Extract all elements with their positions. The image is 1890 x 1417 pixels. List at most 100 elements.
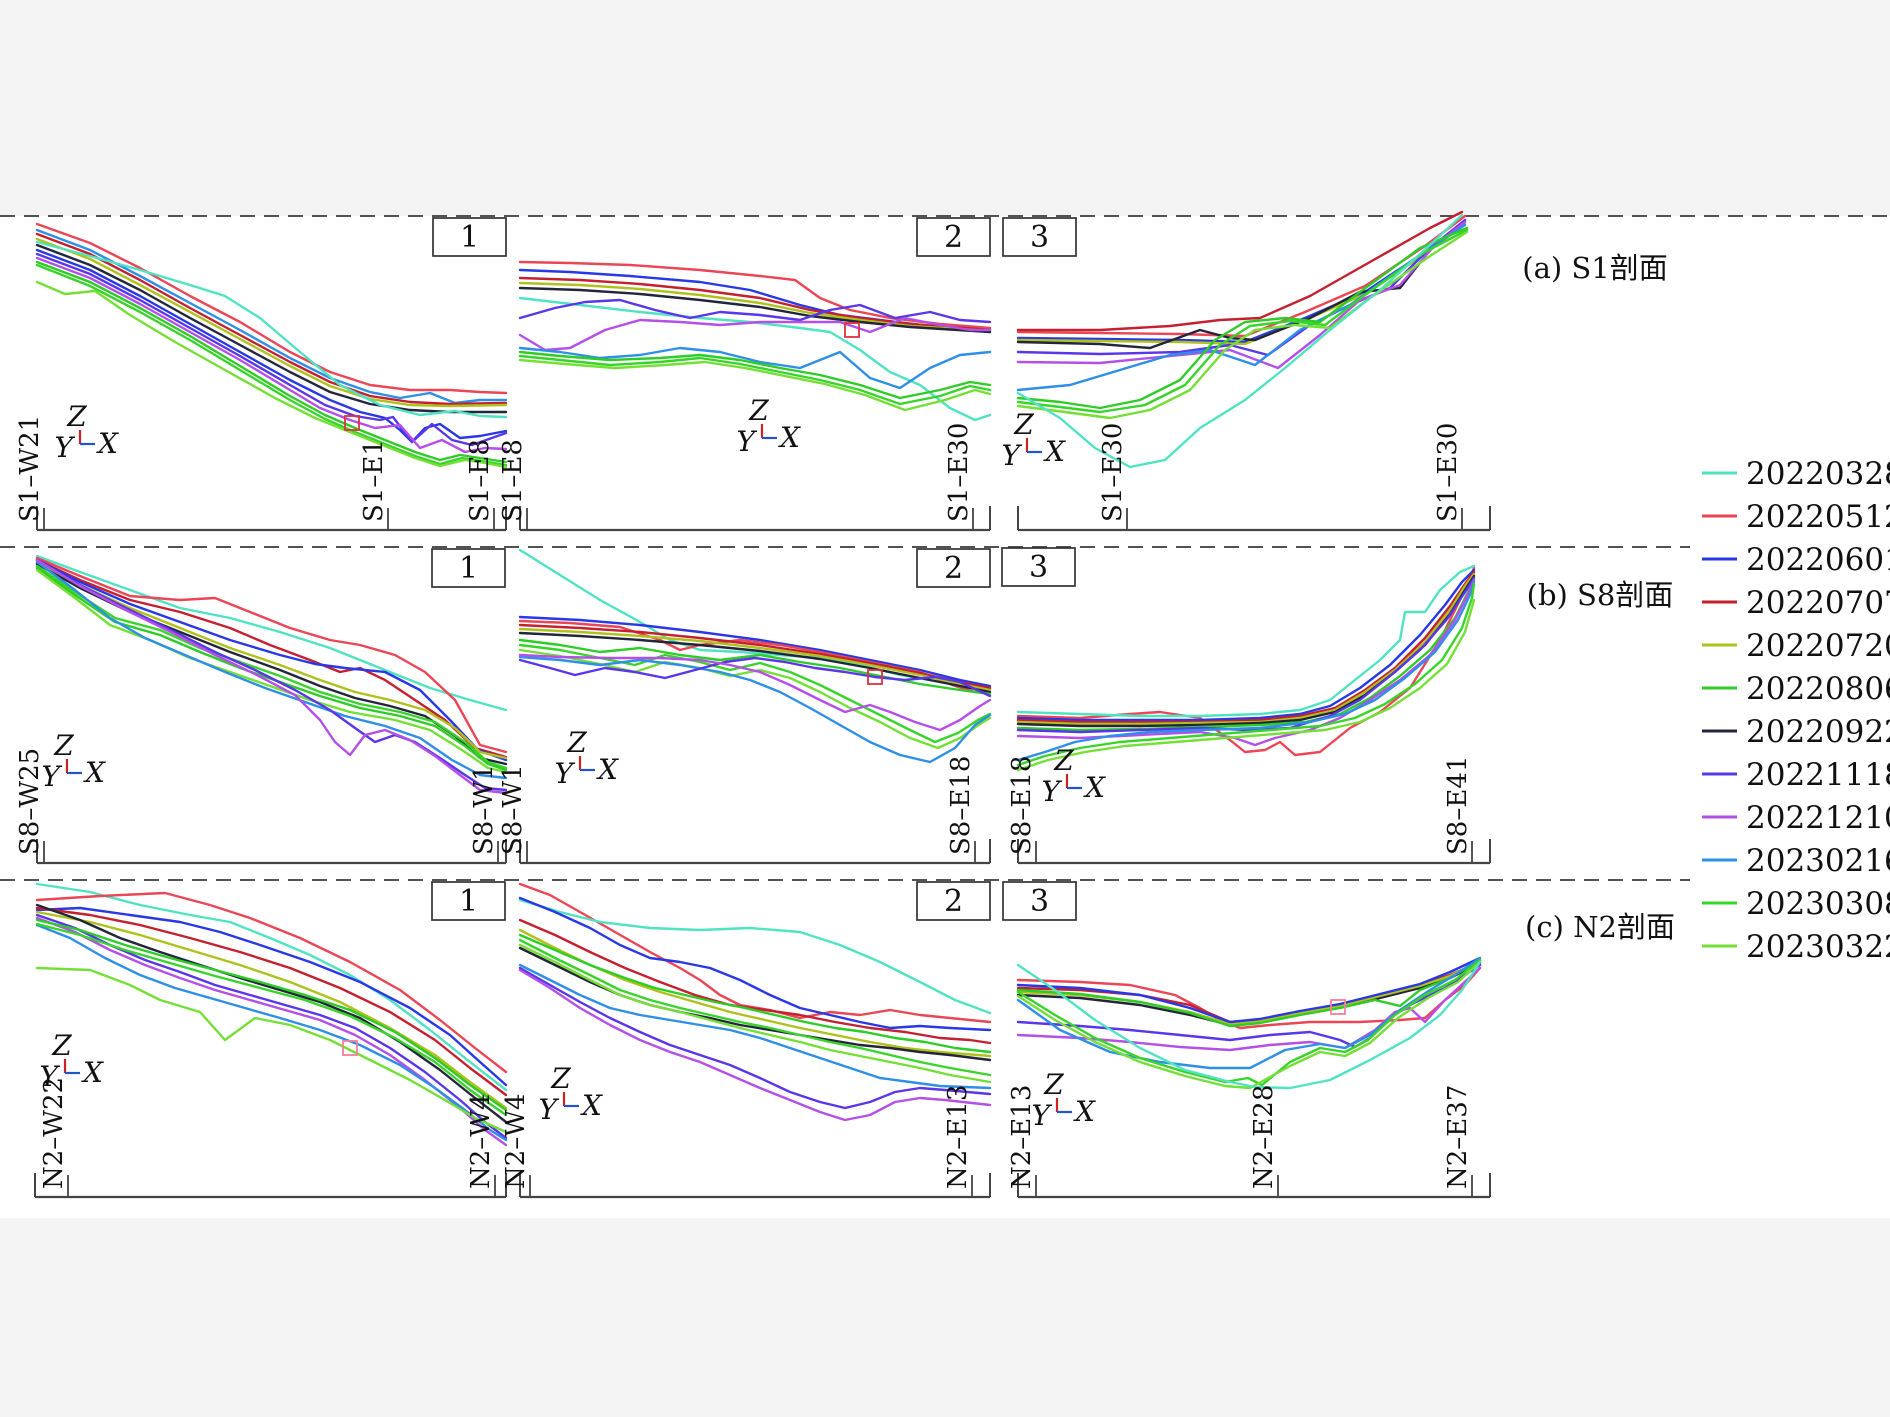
station-tick-label: S8–W25 [15, 748, 45, 855]
legend-date-label: 20220707 [1746, 585, 1890, 621]
profile-line-20221210 [518, 653, 992, 732]
panel-a1: S1–W21 S1–E1 S1–E8 1 ZY X [15, 217, 508, 532]
profile-line-20220601 [1016, 956, 1482, 1024]
panel-number-label: 1 [459, 551, 478, 586]
panel-c1: N2–W22 N2–W4 1 ZY X [34, 881, 508, 1199]
station-tick-label: S8–W1 [469, 764, 499, 855]
profile-line-20220720 [35, 560, 508, 760]
profile-line-20220806 [518, 350, 992, 400]
profile-line-20220512 [518, 260, 992, 330]
legend-date-label: 20230308 [1746, 886, 1890, 922]
profile-line-20220806 [1016, 226, 1469, 410]
station-tick-label: S8–E41 [1443, 756, 1473, 855]
profile-line-20220601 [1016, 568, 1476, 722]
legend-item-20220806: 20220806 [1702, 671, 1890, 707]
triad-z-label: Z [1043, 1068, 1064, 1101]
profile-line-20221118 [518, 298, 992, 324]
panel-number-label: 3 [1030, 884, 1049, 919]
profile-line-20220922 [35, 903, 508, 1124]
highlight-square-marker [342, 1040, 358, 1056]
profile-line-20230216 [518, 963, 992, 1090]
triad-y-label: Y [42, 760, 63, 793]
triad-y-label: Y [1032, 1099, 1053, 1132]
legend-date-label: 20220720 [1746, 628, 1890, 664]
triad-x-label: X [1083, 771, 1106, 804]
legend-item-20230308: 20230308 [1702, 886, 1890, 922]
legend-date-label: 20220922 [1746, 714, 1890, 750]
profile-line-20220922 [518, 631, 992, 694]
station-tick-label: S8–E18 [946, 756, 976, 855]
profile-line-20230216 [35, 560, 508, 780]
legend-date-label: 20230322 [1746, 929, 1890, 965]
triad-y-label: Y [555, 757, 576, 790]
profile-line-20220720 [518, 281, 992, 333]
profile-line-20220806 [35, 918, 508, 1112]
highlight-square-marker [1330, 999, 1346, 1015]
profile-line-20220328 [35, 882, 508, 1092]
profile-line-20221118 [1016, 576, 1476, 734]
panel-number-label: 3 [1029, 550, 1048, 585]
triad-x-label: X [96, 427, 119, 460]
station-tick-label: S1–E30 [944, 423, 974, 522]
triad-z-label: Z [66, 400, 87, 433]
profile-line-20221210 [35, 256, 508, 454]
legend: 20220328 20220512 20220601 20220707 20220720… [1702, 456, 1890, 965]
legend-item-20230216: 20230216 [1702, 843, 1890, 879]
profile-line-20221118 [35, 558, 508, 792]
triad-y-label: Y [737, 425, 758, 458]
profile-line-20220601 [518, 615, 992, 688]
panel-b3: S8–E18 S8–E41 3 ZY X [1001, 547, 1491, 865]
profile-line-20230322 [1016, 598, 1476, 772]
figure-background [0, 216, 1890, 1218]
profile-line-20220806 [35, 260, 508, 464]
profile-line-20230308 [35, 263, 508, 467]
profile-line-20220328 [35, 554, 508, 712]
profile-line-20230322 [518, 358, 992, 412]
profile-line-20230216 [35, 923, 508, 1142]
profile-line-20221210 [35, 558, 508, 795]
profile-line-20230216 [518, 655, 992, 764]
legend-date-label: 20221118 [1746, 757, 1890, 793]
legend-item-20221118: 20221118 [1702, 757, 1890, 793]
panel-c3: N2–E13 N2–E28 N2–E37 3 ZY X [1002, 881, 1491, 1199]
profile-line-20230308 [1016, 582, 1476, 767]
triad-x-label: X [1073, 1095, 1096, 1128]
panel-number-box [431, 881, 506, 921]
legend-item-20230322: 20230322 [1702, 929, 1890, 965]
profile-line-20220707 [35, 906, 508, 1097]
station-tick-label: N2–E28 [1249, 1085, 1279, 1189]
profile-line-20220328 [518, 898, 992, 1015]
axis-triad-icon: ZY X [40, 1029, 104, 1093]
station-tick-label: S8–E18 [1007, 756, 1037, 855]
station-tick-label: N2–E37 [1443, 1085, 1473, 1189]
profile-line-20220328 [35, 240, 508, 419]
axis-triad-icon: ZY X [555, 726, 619, 790]
triad-z-label: Z [53, 729, 74, 762]
profile-line-20220601 [35, 558, 508, 762]
triad-z-label: Z [1013, 408, 1034, 441]
profile-line-20220512 [1016, 566, 1476, 757]
highlight-square-marker [344, 415, 360, 431]
profile-line-20220720 [35, 237, 508, 408]
axis-triad-icon: ZY X [55, 400, 119, 464]
profile-line-20220707 [1016, 210, 1464, 332]
profile-line-20220328 [1016, 213, 1464, 469]
legend-item-20220512: 20220512 [1702, 499, 1890, 535]
triad-z-label: Z [748, 394, 769, 427]
profile-line-20220806 [1016, 958, 1482, 1028]
profile-line-20220707 [35, 232, 508, 406]
panel-a3: S1–E30 S1–E30 3 ZY X [1002, 210, 1491, 532]
triad-y-label: Y [55, 431, 76, 464]
profile-line-20220707 [518, 918, 992, 1045]
legend-date-label: 20220806 [1746, 671, 1890, 707]
profile-line-20220601 [35, 248, 508, 444]
highlight-square-marker [844, 322, 860, 338]
station-tick-label: N2–W4 [501, 1093, 531, 1189]
station-tick-label: S1–E30 [1098, 423, 1128, 522]
profile-line-20220720 [35, 910, 508, 1110]
legend-date-label: 20221210 [1746, 800, 1890, 836]
panel-number-box [1002, 217, 1077, 257]
profile-line-20220512 [35, 222, 508, 395]
panel-a2: S1–E8 S1–E30 2 ZY X [498, 217, 992, 532]
station-tick-label: N2–E13 [943, 1085, 973, 1189]
